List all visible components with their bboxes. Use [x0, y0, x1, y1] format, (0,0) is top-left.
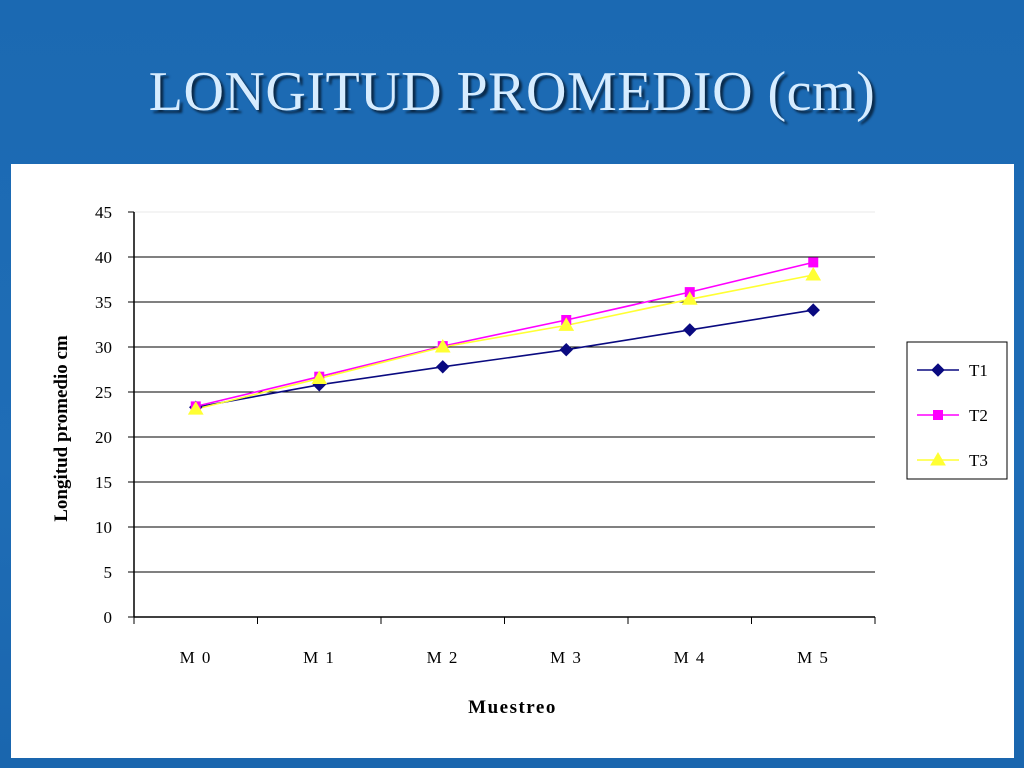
gridlines	[128, 211, 875, 618]
legend-box	[906, 341, 1008, 480]
y-tick-label: 0	[104, 608, 113, 627]
data-point-t3	[558, 317, 575, 331]
y-tick-label: 30	[95, 338, 112, 357]
x-tick-labels: M 0 M 1 M 2 M 3 M 4 M 5	[133, 617, 876, 667]
legend-label: T3	[969, 451, 988, 470]
y-tick-label: 20	[95, 428, 112, 447]
y-tick-label: 15	[95, 473, 112, 492]
series-lines	[195, 261, 814, 410]
y-axis-title: Longitud promedio cm	[51, 335, 72, 522]
legend-label: T1	[969, 361, 988, 380]
series-line-t2	[195, 261, 814, 408]
data-point-t1	[436, 360, 450, 374]
y-tick-label: 5	[104, 563, 113, 582]
axes	[133, 212, 875, 618]
data-point-t1	[683, 323, 697, 337]
legend-marker-t2	[933, 410, 943, 420]
data-point-t3	[434, 339, 451, 353]
series-line-t1	[195, 309, 814, 409]
data-point-t1	[806, 303, 820, 317]
line-chart: 0 5 10 15 20 25 30 35 40 45 M 0 M 1 M 2 M 3 M 4 M 5 Mu…	[51, 203, 1008, 718]
series-markers	[187, 257, 822, 415]
y-tick-labels: 0 5 10 15 20 25 30 35 40 45	[95, 203, 112, 627]
data-point-t1	[559, 342, 573, 357]
data-point-t2	[808, 257, 819, 268]
x-tick-label: M 4	[674, 648, 706, 667]
data-point-t3	[187, 401, 204, 415]
legend-marker-t1	[931, 363, 945, 377]
y-tick-label: 40	[95, 248, 112, 267]
y-tick-label: 10	[95, 518, 112, 537]
data-point-t3	[805, 267, 822, 281]
y-tick-label: 35	[95, 293, 112, 312]
x-tick-label: M 5	[797, 648, 829, 667]
legend-label: T2	[969, 406, 988, 425]
y-tick-label: 25	[95, 383, 112, 402]
x-axis-title: Muestreo	[468, 697, 557, 718]
legend-marker-t3	[930, 452, 946, 466]
data-point-t3	[311, 370, 328, 384]
x-tick-label: M 0	[180, 648, 212, 667]
series-line-t3	[195, 274, 814, 410]
legend: T1 T2 T3	[906, 341, 1008, 480]
chart-panel: 0 5 10 15 20 25 30 35 40 45 M 0 M 1 M 2 M 3 M 4 M 5 Mu…	[11, 164, 1014, 758]
x-tick-label: M 2	[427, 648, 459, 667]
y-tick-label: 45	[95, 203, 112, 222]
slide-title: LONGITUD PROMEDIO (cm)	[148, 61, 876, 123]
x-tick-label: M 1	[303, 648, 335, 667]
x-tick-label: M 3	[550, 648, 582, 667]
data-point-t3	[681, 291, 698, 305]
